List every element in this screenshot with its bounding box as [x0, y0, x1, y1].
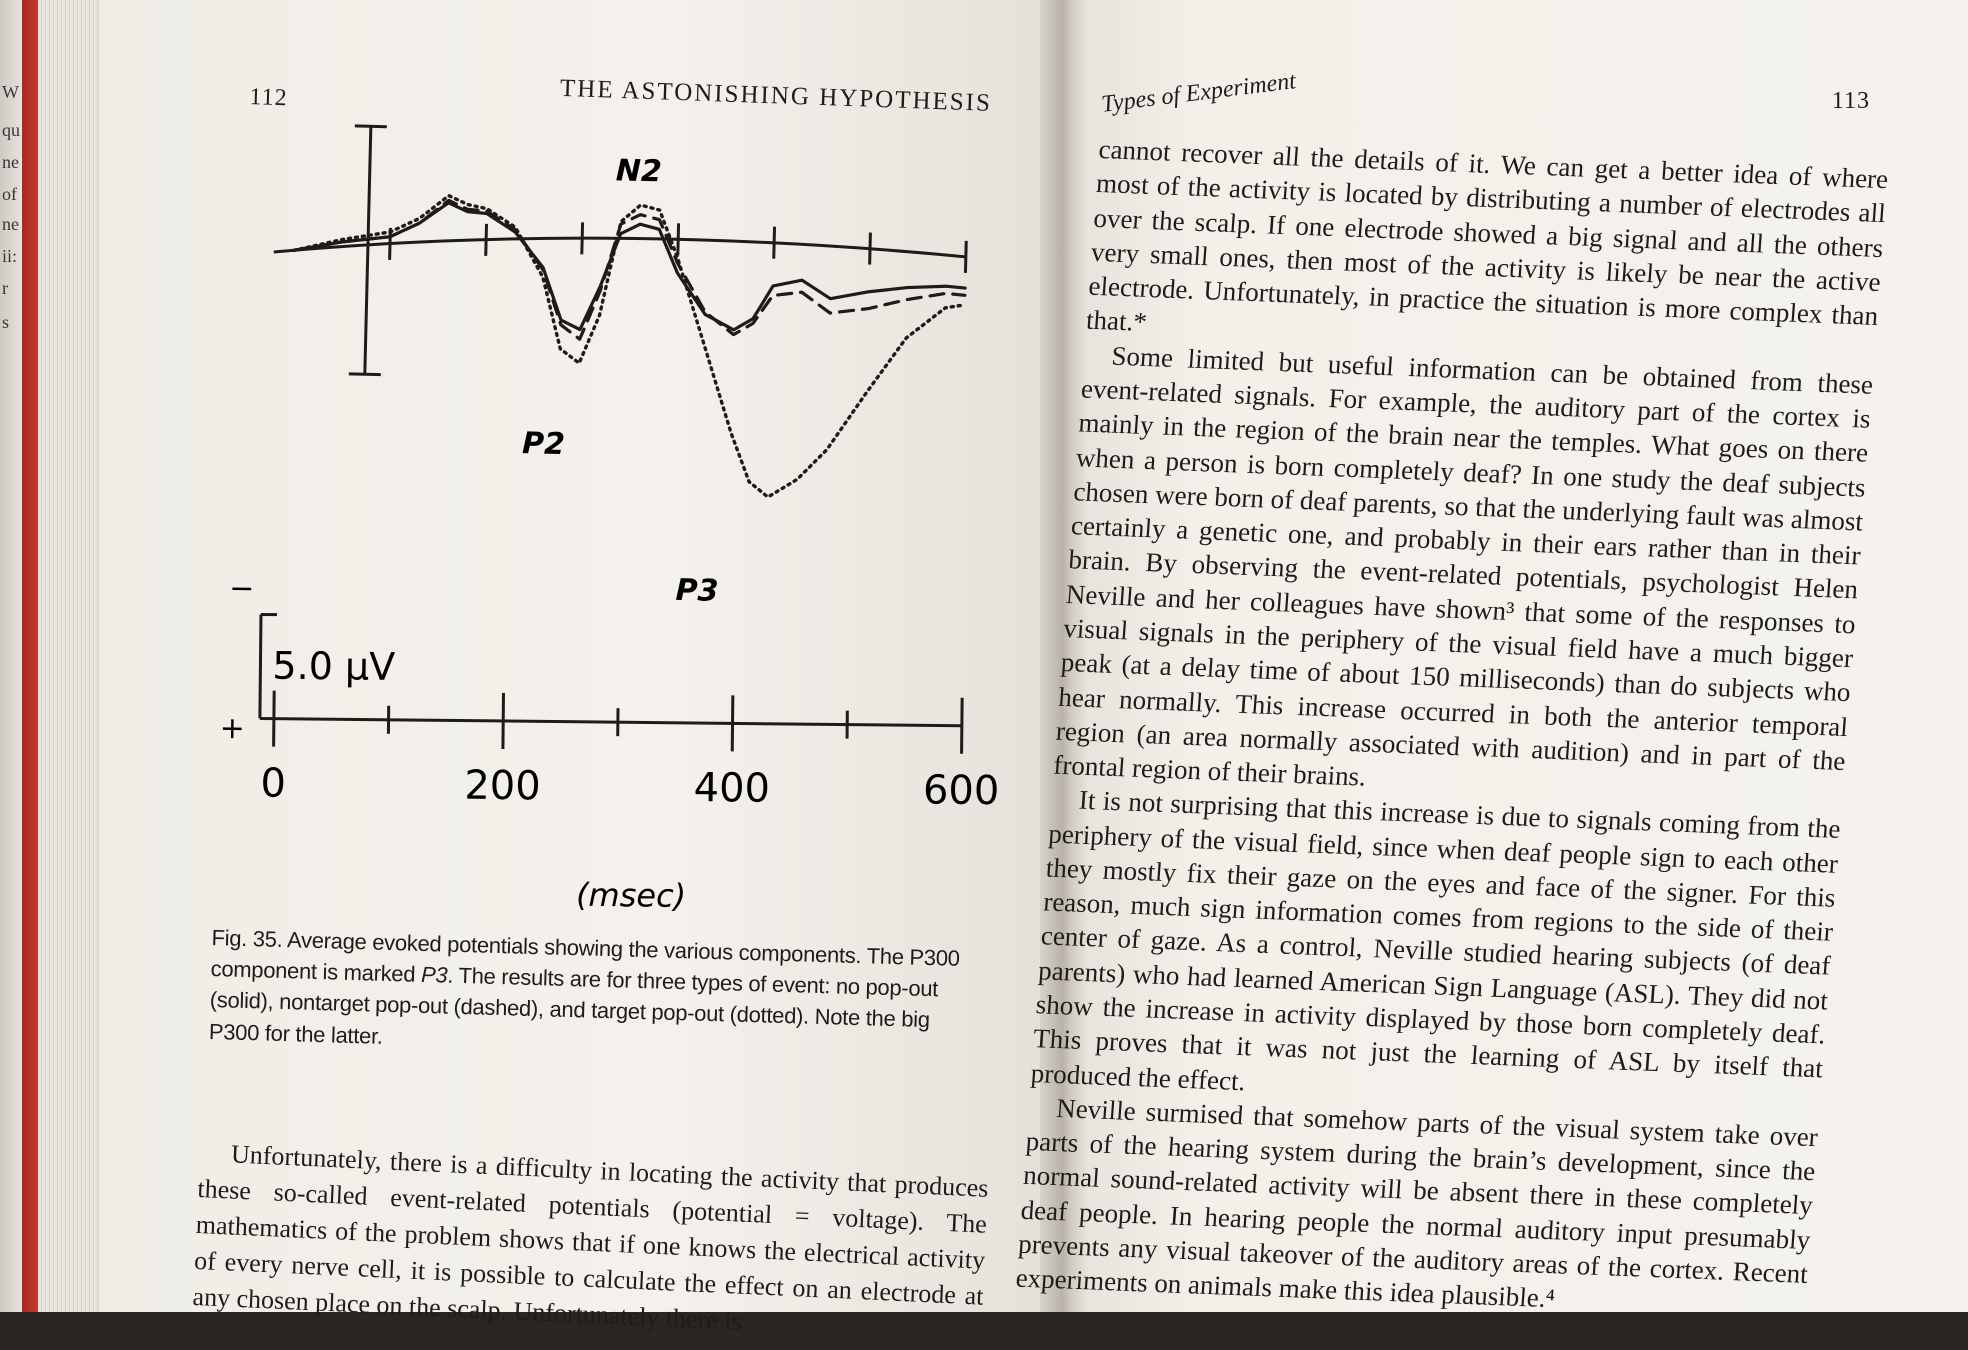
page-number: 113 [1832, 88, 1870, 115]
body-paragraph: Unfortunately, there is a difficulty in … [192, 1135, 989, 1350]
baseline-tick [870, 233, 871, 265]
edge-fragment: ne [2, 152, 19, 173]
edge-fragment: s [2, 312, 9, 333]
page-stack [38, 0, 108, 1312]
edge-fragment: ii: [2, 246, 17, 267]
adjacent-book-edge: W qu ne of ne ii: r s [0, 0, 24, 1312]
x-axis-tick [274, 691, 275, 747]
p3-label: P3 [675, 573, 719, 609]
x-tick-label: 200 [464, 763, 541, 810]
x-axis-unit: (msec) [576, 876, 686, 915]
scale-bracket [260, 614, 261, 718]
plus-sign: + [220, 711, 246, 746]
page-number: 112 [249, 84, 288, 111]
x-tick-label: 400 [693, 765, 770, 812]
p2-label: P2 [522, 426, 566, 462]
x-axis [260, 718, 962, 725]
baseline-tick [965, 241, 966, 273]
figure-caption: Fig. 35. Average evoked potentials showi… [209, 922, 972, 1068]
caption-p3-italic: P3 [421, 962, 448, 988]
x-tick-label: 600 [923, 767, 1000, 814]
baseline-tick [678, 223, 679, 255]
series-line-1 [292, 199, 967, 339]
baseline-tick [486, 224, 487, 256]
edge-fragment: qu [2, 120, 20, 141]
evoked-potentials-figure: N2 P2 P3 − + 5.0 μV 0 200 400 600 (msec) [200, 110, 1020, 920]
edge-fragment: ne [2, 214, 19, 235]
scale-bar [365, 126, 371, 374]
body-paragraph: Some limited but useful information can … [1052, 337, 1874, 812]
x-axis-tick [503, 693, 504, 749]
scale-bar-bottom-cap [349, 374, 381, 375]
baseline-tick [774, 227, 775, 259]
x-axis-tick [732, 695, 733, 751]
body-paragraph: It is not surprising that this increase … [1030, 782, 1842, 1120]
edge-fragment: r [2, 278, 8, 299]
evoked-potentials-chart: N2 P2 P3 − + 5.0 μV 0 200 400 600 (msec) [200, 110, 1020, 920]
body-paragraph: cannot recover all the details of it. We… [1085, 132, 1889, 368]
baseline-tick [582, 222, 583, 254]
x-tick-label: 0 [260, 760, 286, 806]
right-page-body: cannot recover all the details of it. We… [1015, 132, 1890, 1325]
n2-label: N2 [615, 153, 662, 189]
x-axis-tick [962, 698, 963, 754]
left-page-body: Unfortunately, there is a difficulty in … [192, 1135, 989, 1350]
series-line-2 [292, 197, 967, 349]
body-paragraph: Neville surmised that somehow parts of t… [1015, 1090, 1819, 1326]
edge-fragment: of [2, 184, 17, 205]
minus-sign: − [229, 571, 255, 606]
book-cover-edge [22, 0, 38, 1312]
scale-label: 5.0 μV [272, 644, 395, 689]
edge-fragment: W [2, 82, 19, 103]
